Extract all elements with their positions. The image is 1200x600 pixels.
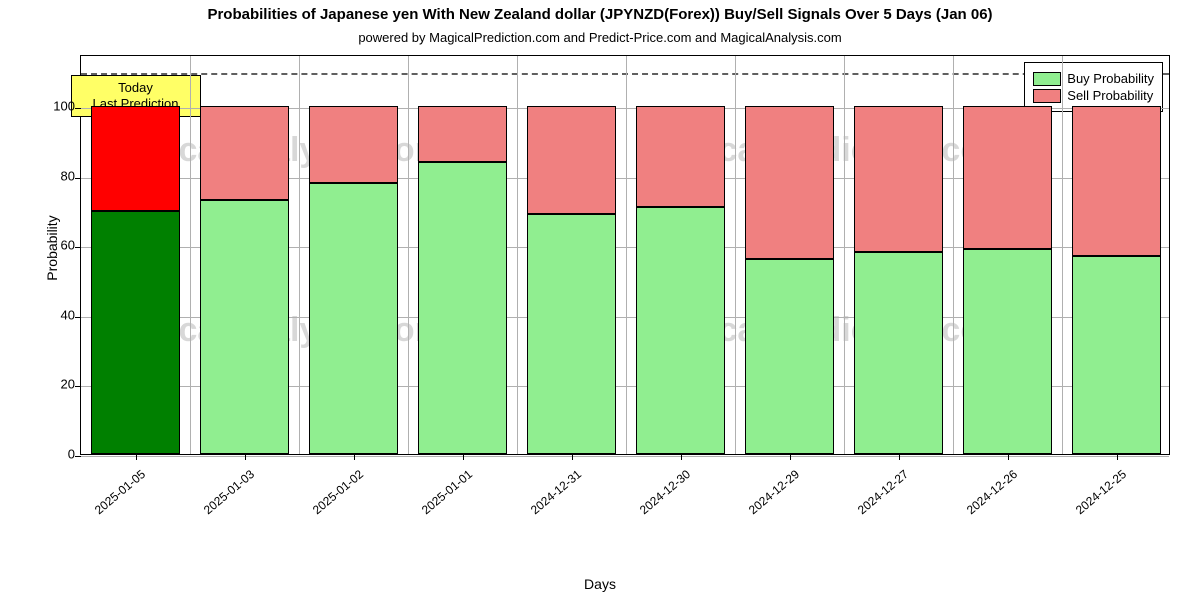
y-tick-label: 80 — [41, 168, 81, 183]
bar-group — [745, 54, 834, 454]
gridline-v — [190, 56, 191, 454]
x-tick-label: 2025-01-03 — [179, 467, 257, 536]
bar-sell — [854, 106, 943, 252]
gridline-v — [735, 56, 736, 454]
bar-buy — [636, 207, 725, 454]
x-tick-label: 2024-12-30 — [615, 467, 693, 536]
bar-group — [309, 54, 398, 454]
x-tick-mark — [245, 454, 246, 460]
gridline-v — [844, 56, 845, 454]
bar-group — [636, 54, 725, 454]
x-tick-mark — [681, 454, 682, 460]
bar-buy — [418, 162, 507, 454]
plot-area: MagicalAnalysis.comMagicalPrediction.com… — [80, 55, 1170, 455]
bar-sell — [636, 106, 725, 207]
gridline-v — [408, 56, 409, 454]
bar-sell — [1072, 106, 1161, 256]
bar-buy — [527, 214, 616, 454]
bar-buy — [1072, 256, 1161, 454]
bar-buy — [745, 259, 834, 454]
chart-subtitle: powered by MagicalPrediction.com and Pre… — [0, 30, 1200, 45]
x-tick-label: 2025-01-05 — [70, 467, 148, 536]
gridline-v — [299, 56, 300, 454]
bar-group — [963, 54, 1052, 454]
bar-group — [527, 54, 616, 454]
bar-buy — [854, 252, 943, 454]
bar-buy — [309, 183, 398, 454]
probability-chart: Probabilities of Japanese yen With New Z… — [0, 0, 1200, 600]
bar-buy — [200, 200, 289, 454]
x-tick-label: 2024-12-25 — [1051, 467, 1129, 536]
bar-buy — [91, 211, 180, 454]
bar-sell — [527, 106, 616, 214]
x-tick-label: 2024-12-29 — [724, 467, 802, 536]
gridline-v — [626, 56, 627, 454]
bar-sell — [200, 106, 289, 200]
bar-sell — [745, 106, 834, 259]
x-tick-mark — [136, 454, 137, 460]
bar-sell — [963, 106, 1052, 249]
x-tick-label: 2025-01-02 — [288, 467, 366, 536]
x-tick-mark — [1117, 454, 1118, 460]
x-tick-mark — [1008, 454, 1009, 460]
x-tick-label: 2024-12-31 — [506, 467, 584, 536]
x-tick-label: 2024-12-27 — [833, 467, 911, 536]
bar-group — [418, 54, 507, 454]
y-tick-label: 100 — [41, 99, 81, 114]
bar-sell — [309, 106, 398, 183]
y-tick-label: 0 — [41, 447, 81, 462]
bar-group — [91, 54, 180, 454]
x-tick-mark — [354, 454, 355, 460]
x-tick-mark — [463, 454, 464, 460]
bar-group — [200, 54, 289, 454]
gridline-v — [953, 56, 954, 454]
y-tick-label: 60 — [41, 238, 81, 253]
x-tick-label: 2024-12-26 — [942, 467, 1020, 536]
y-tick-label: 20 — [41, 377, 81, 392]
bar-sell — [418, 106, 507, 162]
gridline-v — [1062, 56, 1063, 454]
y-tick-label: 40 — [41, 307, 81, 322]
x-tick-label: 2025-01-01 — [397, 467, 475, 536]
x-tick-mark — [790, 454, 791, 460]
x-axis-label: Days — [0, 576, 1200, 592]
bar-group — [854, 54, 943, 454]
gridline-v — [517, 56, 518, 454]
bar-sell — [91, 106, 180, 210]
x-tick-mark — [572, 454, 573, 460]
x-tick-mark — [899, 454, 900, 460]
bar-group — [1072, 54, 1161, 454]
bar-buy — [963, 249, 1052, 454]
chart-title: Probabilities of Japanese yen With New Z… — [0, 6, 1200, 23]
